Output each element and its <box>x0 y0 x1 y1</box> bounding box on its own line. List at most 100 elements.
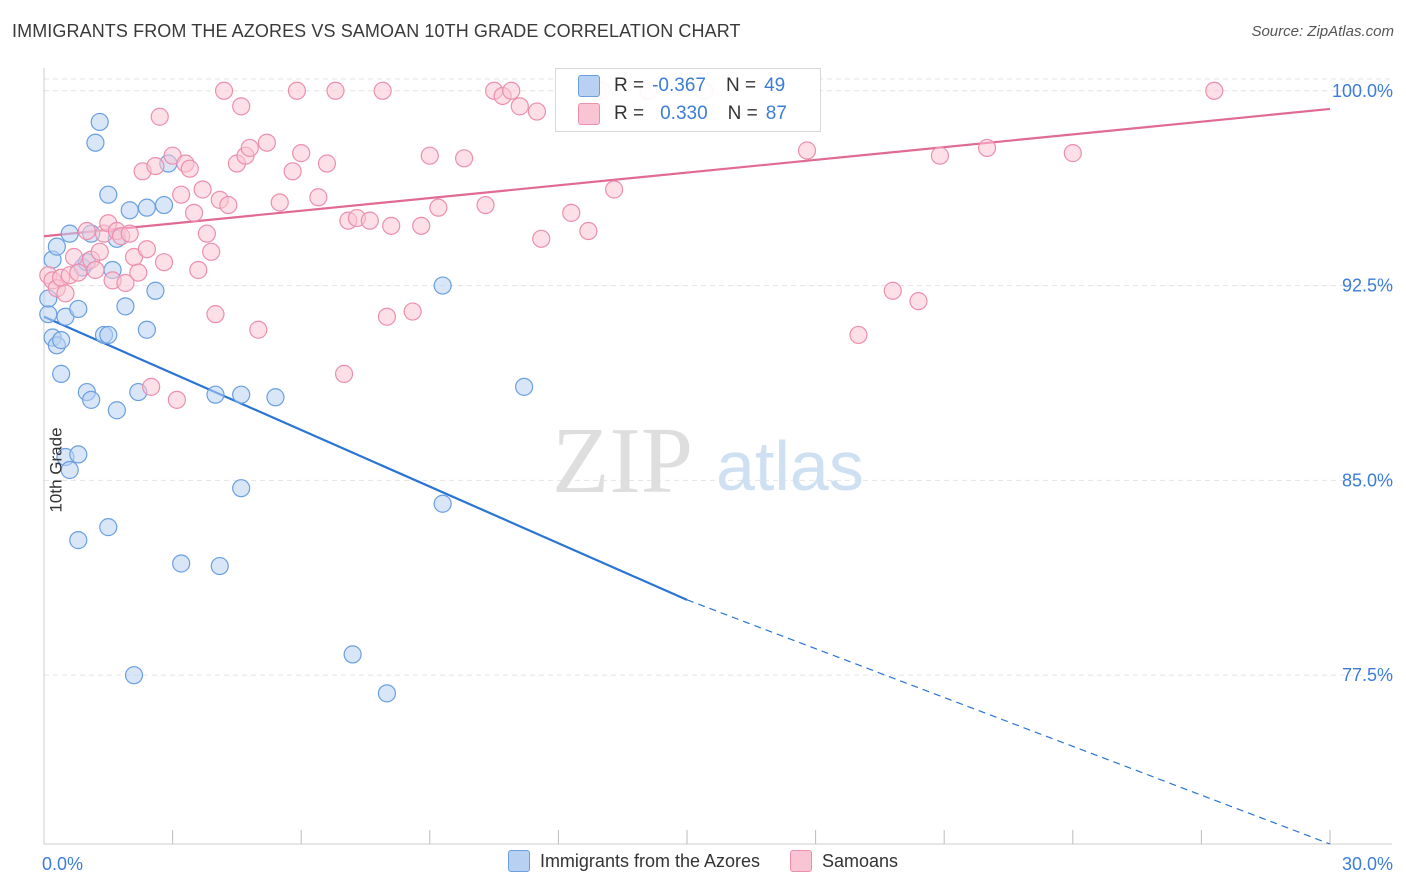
azores-point <box>69 531 88 550</box>
samoan-point <box>420 146 439 165</box>
azores-point <box>146 281 165 300</box>
samoan-point <box>64 247 84 267</box>
samoan-point <box>116 273 135 293</box>
azores-point <box>82 390 101 409</box>
samoan-point <box>510 97 529 116</box>
legend-swatch-pink <box>790 850 813 872</box>
samoan-point <box>189 260 208 280</box>
samoan-point <box>562 203 581 222</box>
samoan-point <box>56 284 75 303</box>
bottom-legend: Immigrants from the Azores Samoans <box>0 850 1406 872</box>
azores-point <box>137 320 156 339</box>
azores-point <box>116 297 135 316</box>
samoan-point <box>849 325 868 345</box>
azores-point <box>266 388 285 407</box>
azores-point <box>107 401 126 420</box>
azores-point <box>210 556 229 576</box>
samoan-point <box>476 195 495 215</box>
tick-labels-layer: 100.0% 92.5% 85.0% 77.5% 0.0% 30.0% <box>42 81 1393 874</box>
azores-point <box>154 195 174 215</box>
samoan-point <box>240 138 259 158</box>
azores-point <box>515 377 534 396</box>
samoan-point <box>219 195 238 215</box>
azores-point <box>39 305 58 324</box>
azores-point <box>69 445 88 464</box>
stats-r-value: -0.367 <box>652 75 706 96</box>
samoan-point <box>429 198 448 217</box>
samoan-point <box>373 81 392 100</box>
samoan-point <box>120 224 139 243</box>
samoan-point <box>977 138 997 158</box>
samoan-point <box>232 97 251 116</box>
legend-item-azores[interactable]: Immigrants from the Azores <box>507 850 761 872</box>
samoan-point <box>527 102 547 121</box>
azores-point <box>99 325 118 345</box>
legend-label-samoans: Samoans <box>822 850 899 871</box>
samoan-point <box>90 242 109 261</box>
samoan-point <box>909 292 928 311</box>
stats-legend: R = -0.367 N = 49 R = 0.330 N = 87 <box>555 68 821 132</box>
azores-point <box>60 224 79 243</box>
samoan-point <box>257 133 277 152</box>
azores-point <box>206 385 225 404</box>
y-axis-title: 10th Grade <box>46 427 66 513</box>
stats-swatch-blue <box>578 75 600 97</box>
legend-label-azores: Immigrants from the Azores <box>539 850 761 871</box>
stats-swatch-pink <box>578 103 600 125</box>
azores-point <box>90 112 109 132</box>
samoan-point <box>326 81 345 100</box>
samoan-point <box>154 253 174 272</box>
azores-point <box>377 684 397 703</box>
watermark-zip: ZIP <box>552 409 693 513</box>
samoan-point <box>605 180 624 199</box>
azores-trend-extension <box>686 599 1331 845</box>
trend-lines-layer <box>43 107 1331 845</box>
samoan-point <box>360 211 379 230</box>
samoan-point <box>86 260 105 280</box>
azores-point <box>433 276 452 295</box>
samoan-point <box>377 307 397 326</box>
samoan-point <box>77 221 96 241</box>
azores-point <box>120 201 139 220</box>
azores-point <box>137 198 156 217</box>
samoan-point <box>454 149 474 168</box>
legend-swatch-blue <box>507 850 530 872</box>
samoan-point <box>287 81 307 100</box>
legend-item-samoans[interactable]: Samoans <box>790 850 898 872</box>
stats-r-value: 0.330 <box>660 103 708 124</box>
y-tick-label: 77.5% <box>1342 665 1393 685</box>
samoan-point <box>197 224 216 243</box>
stats-r-label: R = <box>614 75 645 96</box>
samoan-point <box>532 229 551 248</box>
points-layer <box>39 81 1224 703</box>
azores-point <box>172 554 191 573</box>
azores-point <box>47 237 66 256</box>
y-tick-label: 100.0% <box>1332 81 1393 101</box>
samoan-point <box>309 188 328 207</box>
samoan-point <box>883 281 902 300</box>
samoan-point <box>334 364 354 383</box>
azores-point <box>433 494 452 513</box>
samoan-point <box>292 144 311 163</box>
azores-point <box>232 385 251 404</box>
samoan-point <box>146 157 165 176</box>
samoan-point <box>249 320 268 339</box>
source-label: Source: ZipAtlas.com <box>1251 23 1394 40</box>
samoan-point <box>382 216 401 235</box>
azores-point <box>69 299 88 319</box>
stats-row-pink: R = 0.330 N = 87 <box>578 101 787 127</box>
samoan-point <box>1063 144 1082 163</box>
samoan-point <box>930 146 950 165</box>
samoan-point <box>412 216 431 235</box>
y-tick-label: 92.5% <box>1342 276 1393 296</box>
azores-point <box>232 479 251 498</box>
azores-point <box>60 460 79 480</box>
axes-layer <box>43 68 1392 845</box>
samoan-point <box>214 81 234 100</box>
samoan-point <box>1205 81 1224 100</box>
watermark-atlas: atlas <box>716 427 864 505</box>
azores-point <box>343 645 362 664</box>
samoan-point <box>797 141 817 160</box>
azores-point <box>99 518 118 537</box>
